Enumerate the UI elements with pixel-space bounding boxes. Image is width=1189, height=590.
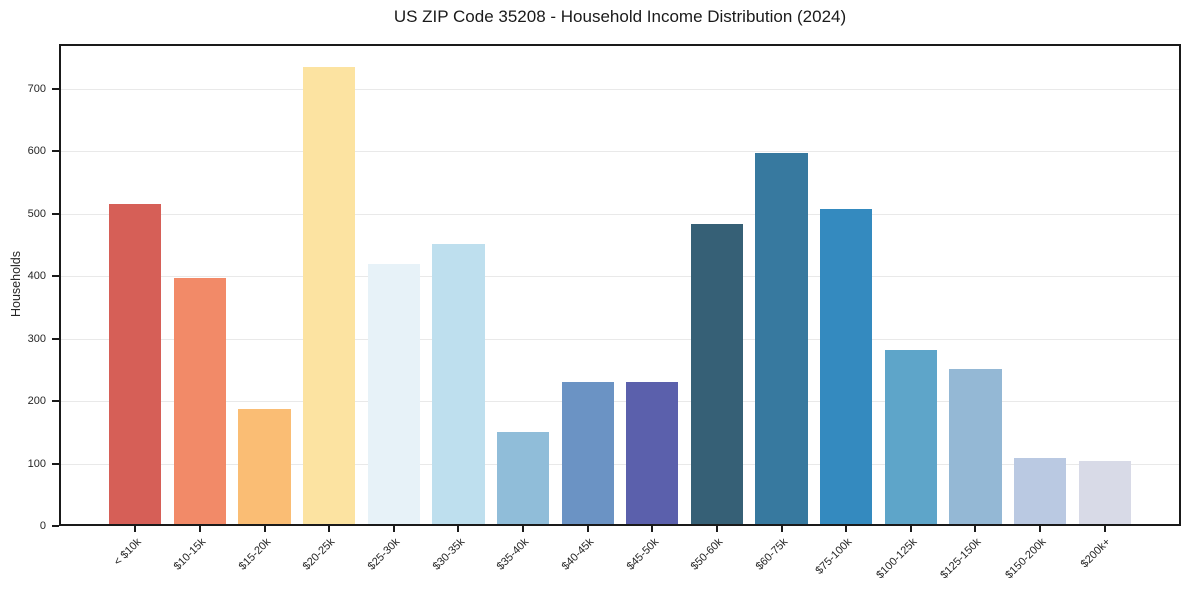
bar-slot: $40-45k [555, 44, 620, 573]
bar [173, 278, 227, 526]
bar [690, 223, 744, 526]
x-tick-mark [909, 526, 912, 532]
x-tick-mark [715, 526, 718, 532]
x-tick-label: $40-45k [559, 536, 597, 573]
x-tick-mark [1039, 526, 1042, 532]
x-tick-label: $100-125k [874, 536, 920, 582]
grid-layer [59, 44, 1181, 526]
bar [1078, 461, 1131, 526]
x-tick-label: $35-40k [494, 536, 532, 573]
gridline [59, 151, 1181, 153]
bar-slot: $35-40k [491, 44, 556, 573]
y-tick-mark [52, 150, 59, 153]
x-tick-mark [974, 526, 977, 532]
x-tick-mark [134, 526, 137, 532]
y-tick-label: 600 [27, 145, 46, 158]
x-tick-mark [328, 526, 331, 532]
chart-title: US ZIP Code 35208 - Household Income Dis… [393, 7, 847, 26]
x-tick-label: $15-20k [236, 536, 274, 573]
bar [949, 368, 1002, 526]
bar [561, 382, 614, 526]
gridline [59, 338, 1181, 340]
y-axis: 0 100 200 300 400 500 600 700 [0, 44, 59, 532]
bar-slot: $100-125k [874, 44, 944, 581]
bars-layer: < $10k $10-15k $15-20k $20-25k $25-30k $30-35… [59, 44, 1181, 581]
y-tick-mark [52, 400, 59, 403]
bar-slot: $10-15k [168, 44, 233, 573]
bar [884, 349, 937, 526]
bar-slot: $150-200k [1003, 44, 1073, 581]
bar-slot: $25-30k [362, 44, 427, 573]
bar [626, 382, 679, 526]
y-tick-mark [52, 212, 59, 215]
x-tick-label: $60-75k [753, 536, 791, 573]
x-tick-mark [457, 526, 460, 532]
gridline [59, 401, 1181, 403]
bar-slot: $30-35k [426, 44, 491, 573]
bar-slot: $50-60k [685, 44, 750, 573]
x-tick-label: $25-30k [365, 536, 403, 573]
bar-slot: $20-25k [297, 44, 362, 573]
y-tick-mark [52, 337, 59, 340]
y-tick-label: 100 [27, 457, 46, 470]
bar-slot: $15-20k [232, 44, 297, 573]
y-tick-mark [52, 525, 59, 527]
y-tick-mark [52, 87, 59, 90]
gridline [59, 276, 1181, 278]
bar [1013, 457, 1067, 526]
x-tick-label: $50-60k [688, 536, 726, 573]
bar [755, 152, 808, 526]
bar [496, 431, 550, 526]
bar-slot: < $10k [103, 44, 168, 568]
bar [109, 203, 162, 526]
bar [432, 243, 485, 526]
x-tick-label: $125-150k [938, 536, 984, 582]
x-tick-mark [845, 526, 848, 532]
bar-slot: $200k+ [1072, 44, 1137, 570]
bar [238, 409, 291, 526]
x-tick-label: $150-200k [1003, 536, 1049, 582]
x-tick-label: $10-15k [171, 536, 209, 573]
x-tick-label: $75-100k [813, 536, 855, 577]
x-tick-label: $20-25k [301, 536, 338, 573]
x-tick-mark [651, 526, 654, 532]
y-tick-label: 500 [27, 207, 46, 220]
bar-slot: $125-150k [939, 44, 1008, 581]
x-tick-mark [392, 526, 395, 532]
x-tick-label: < $10k [111, 536, 144, 569]
x-tick-mark [586, 526, 589, 532]
x-tick-label: $200k+ [1078, 536, 1114, 571]
y-tick-mark [52, 462, 59, 465]
y-tick-label: 700 [27, 82, 46, 95]
y-tick-label: 0 [39, 520, 46, 532]
y-tick-label: 300 [27, 332, 46, 345]
bar-slot: $60-75k [749, 44, 814, 573]
bar-slot: $75-100k [814, 44, 879, 577]
x-tick-mark [522, 526, 525, 532]
gridline [59, 88, 1181, 90]
bar [820, 209, 873, 526]
bar-slot: $45-50k [620, 44, 685, 573]
bar [303, 67, 356, 526]
gridline [59, 213, 1181, 215]
x-tick-label: $30-35k [430, 536, 467, 573]
y-tick-mark [52, 275, 59, 278]
bar [367, 263, 420, 526]
y-tick-label: 200 [27, 395, 46, 408]
x-tick-mark [198, 526, 201, 532]
x-tick-mark [780, 526, 783, 532]
x-tick-mark [1103, 526, 1106, 532]
x-tick-mark [263, 526, 266, 532]
x-tick-label: $45-50k [624, 536, 661, 573]
y-tick-label: 400 [27, 270, 46, 283]
gridline [59, 463, 1181, 465]
